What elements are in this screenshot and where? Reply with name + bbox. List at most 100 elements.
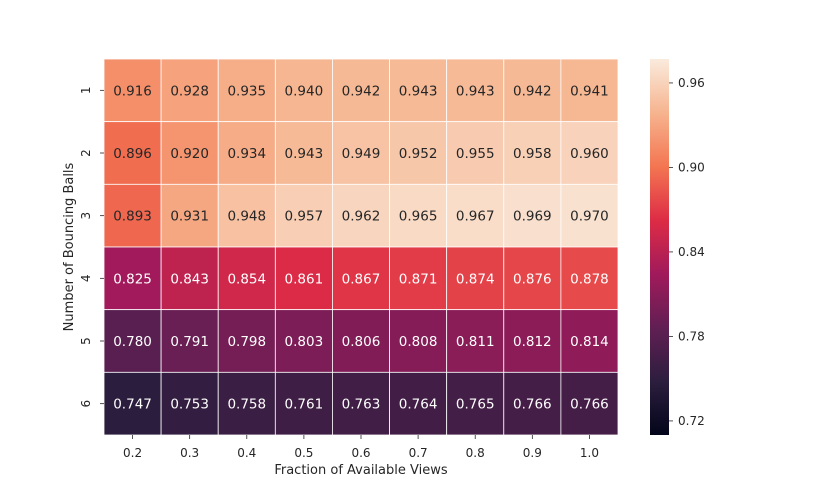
cell-value-label: 0.934 xyxy=(227,146,266,162)
cell-value-label: 0.920 xyxy=(170,146,209,162)
heatmap-cell xyxy=(332,183,390,248)
heatmap-cell xyxy=(560,121,619,185)
heatmap-cell xyxy=(160,246,219,311)
heatmap-cell xyxy=(389,309,448,373)
cell-value-label: 0.874 xyxy=(456,271,495,287)
cell-value-label: 0.861 xyxy=(285,271,324,287)
heatmap-cell xyxy=(332,121,390,185)
cell-value-label: 0.943 xyxy=(285,146,324,162)
heatmap-cell xyxy=(560,183,619,248)
cell-value-label: 0.798 xyxy=(227,334,266,350)
cell-value-label: 0.948 xyxy=(227,209,266,225)
heatmap-cell xyxy=(332,371,390,436)
heatmap-cell xyxy=(217,183,276,248)
cell-value-label: 0.931 xyxy=(170,209,209,225)
cell-value-label: 0.940 xyxy=(285,83,324,99)
cell-value-label: 0.764 xyxy=(399,397,438,413)
cell-value-label: 0.791 xyxy=(170,334,209,350)
heatmap-cell xyxy=(217,121,276,185)
heatmap-cell xyxy=(446,309,505,373)
heatmap-cell xyxy=(217,371,276,436)
heatmap-cell xyxy=(217,309,276,373)
y-tick-label: 5 xyxy=(79,337,93,345)
heatmap-cell xyxy=(560,309,619,373)
y-tick-label: 4 xyxy=(79,275,93,283)
x-tick-label: 0.2 xyxy=(123,446,142,460)
x-tick-label: 0.8 xyxy=(466,446,485,460)
cell-value-label: 0.942 xyxy=(342,83,381,99)
heatmap-cell xyxy=(103,309,162,373)
cell-value-label: 0.957 xyxy=(285,209,324,225)
heatmap-cell xyxy=(503,121,562,185)
heatmap-cell xyxy=(332,58,390,123)
cell-value-label: 0.811 xyxy=(456,334,495,350)
heatmap-cell xyxy=(503,371,562,436)
heatmap-cell xyxy=(560,246,619,311)
heatmap-cell xyxy=(560,371,619,436)
heatmap-cell xyxy=(103,246,162,311)
heatmap-cell xyxy=(274,309,333,373)
y-tick-label: 6 xyxy=(79,400,93,408)
cell-value-label: 0.812 xyxy=(513,334,552,350)
heatmap-cell xyxy=(103,121,162,185)
cell-value-label: 0.806 xyxy=(342,334,381,350)
cell-value-label: 0.960 xyxy=(570,146,609,162)
y-axis-ticks: 1 2 3 4 5 6 xyxy=(79,87,104,408)
colorbar-ticks: 0.96 0.90 0.84 0.78 0.72 xyxy=(669,76,705,428)
heatmap-cell xyxy=(217,58,276,123)
cell-value-label: 0.962 xyxy=(342,209,381,225)
cell-value-label: 0.958 xyxy=(513,146,552,162)
cell-value-label: 0.949 xyxy=(342,146,381,162)
cell-value-label: 0.867 xyxy=(342,271,381,287)
cell-value-label: 0.970 xyxy=(570,209,609,225)
cell-value-label: 0.969 xyxy=(513,209,552,225)
cell-value-label: 0.758 xyxy=(227,397,266,413)
cell-value-label: 0.763 xyxy=(342,397,381,413)
cell-value-label: 0.871 xyxy=(399,271,438,287)
x-tick-label: 0.3 xyxy=(180,446,199,460)
cell-value-label: 0.747 xyxy=(113,397,152,413)
cell-value-label: 0.952 xyxy=(399,146,438,162)
cell-value-label: 0.876 xyxy=(513,271,552,287)
cell-value-label: 0.766 xyxy=(570,397,609,413)
cell-value-label: 0.943 xyxy=(399,83,438,99)
x-tick-label: 0.5 xyxy=(294,446,313,460)
cell-value-label: 0.942 xyxy=(513,83,552,99)
heatmap-cell xyxy=(103,183,162,248)
cell-value-label: 0.753 xyxy=(170,397,209,413)
colorbar xyxy=(650,59,669,435)
heatmap-cell xyxy=(446,121,505,185)
cell-value-label: 0.814 xyxy=(570,334,609,350)
heatmap-cell xyxy=(274,371,333,436)
y-tick-label: 3 xyxy=(79,212,93,220)
x-tick-label: 0.9 xyxy=(523,446,542,460)
heatmap-cell xyxy=(274,246,333,311)
colorbar-tick-label: 0.84 xyxy=(678,245,705,259)
cell-value-label: 0.955 xyxy=(456,146,495,162)
y-axis-label: Number of Bouncing Balls xyxy=(62,162,77,331)
heatmap-cell xyxy=(160,58,219,123)
cell-value-label: 0.896 xyxy=(113,146,152,162)
cell-value-label: 0.878 xyxy=(570,271,609,287)
cell-value-label: 0.854 xyxy=(227,271,266,287)
cell-value-label: 0.766 xyxy=(513,397,552,413)
colorbar-tick-label: 0.72 xyxy=(678,414,705,428)
cell-value-label: 0.893 xyxy=(113,209,152,225)
heatmap-cell xyxy=(274,121,333,185)
colorbar-tick-label: 0.96 xyxy=(678,76,705,90)
y-tick-label: 1 xyxy=(79,87,93,95)
cell-value-label: 0.803 xyxy=(285,334,324,350)
heatmap-cell-labels: 0.916 0.928 0.935 0.940 0.942 0.943 0.943 0.942… xyxy=(113,83,609,412)
x-tick-label: 0.4 xyxy=(237,446,256,460)
heatmap-cell xyxy=(274,58,333,123)
heatmap-cell xyxy=(160,309,219,373)
heatmap-cell xyxy=(160,183,219,248)
x-tick-label: 0.6 xyxy=(351,446,370,460)
x-axis-ticks: 0.2 0.3 0.4 0.5 0.6 0.7 0.8 0.9 1.0 xyxy=(123,435,599,460)
cell-value-label: 0.780 xyxy=(113,334,152,350)
heatmap-cell xyxy=(446,183,505,248)
x-axis-label: Fraction of Available Views xyxy=(274,463,448,478)
heatmap-cell xyxy=(274,183,333,248)
